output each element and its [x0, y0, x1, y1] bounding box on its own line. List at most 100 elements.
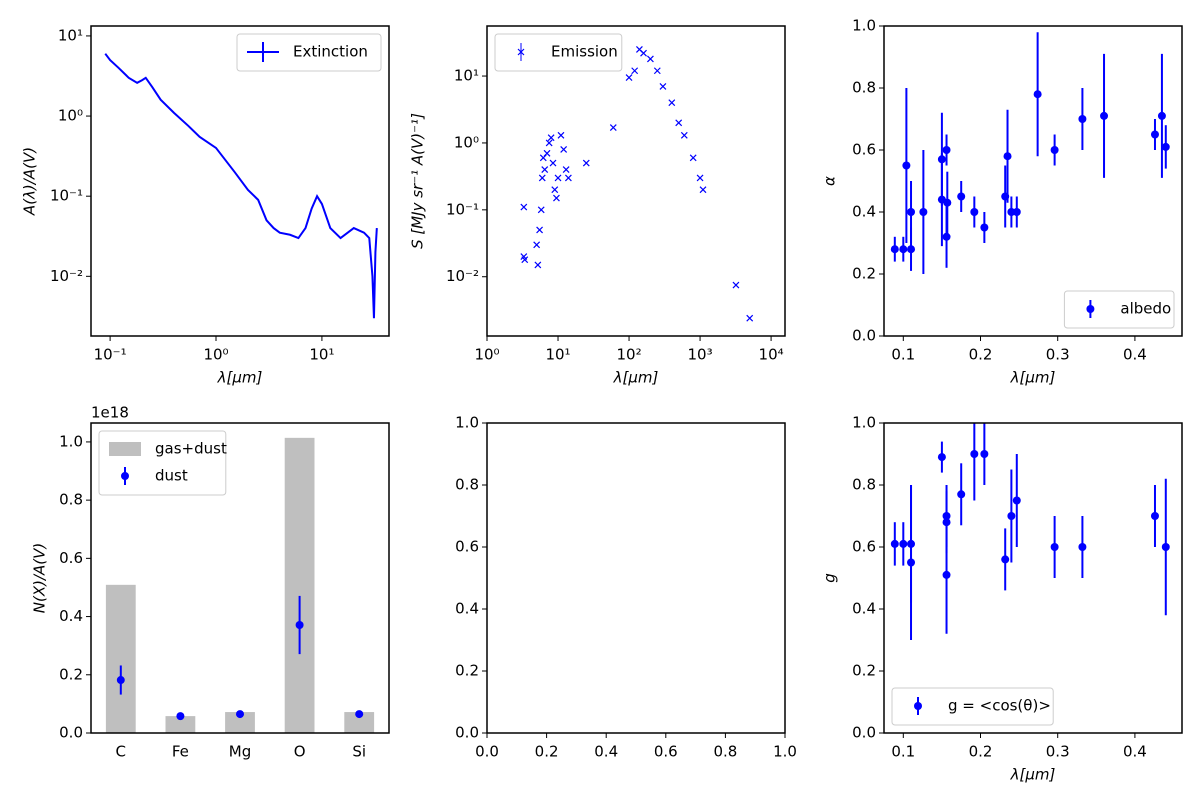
marker — [890, 245, 899, 254]
legend-label: Emission — [551, 43, 618, 61]
marker — [942, 232, 951, 241]
marker — [1161, 543, 1170, 551]
marker — [640, 49, 647, 57]
x-tick-label: 0.1 — [891, 743, 915, 761]
legend: Extinction — [236, 33, 382, 72]
marker — [942, 570, 951, 579]
x-tick-label: Fe — [172, 743, 189, 761]
marker — [1100, 111, 1109, 120]
y-tick-label: 0.6 — [852, 141, 876, 159]
y-tick-label: 0.4 — [59, 607, 83, 625]
bar — [284, 437, 315, 733]
marker — [295, 621, 304, 630]
marker — [659, 82, 667, 90]
marker — [668, 99, 676, 107]
marker — [646, 55, 654, 63]
bar — [225, 712, 255, 733]
x-tick-label: Mg — [229, 743, 251, 761]
marker — [116, 676, 125, 685]
marker — [551, 186, 559, 194]
y-tick-label: 10⁰ — [454, 133, 479, 151]
y-tick-label: 0.0 — [852, 327, 876, 345]
marker — [957, 192, 966, 201]
y-tick-label: 10¹ — [58, 26, 83, 44]
x-tick-label: 10¹ — [309, 346, 334, 364]
marker — [980, 223, 989, 232]
y-tick-label: 0.2 — [852, 662, 876, 680]
x-tick-label: C — [116, 743, 126, 761]
marker — [746, 314, 754, 322]
y-tick-label: 0.8 — [852, 476, 876, 494]
legend: Emission — [494, 33, 623, 72]
marker — [1050, 543, 1059, 551]
x-tick-label: 0.0 — [475, 743, 499, 761]
x-tick-label: 0.4 — [594, 743, 618, 761]
x-tick-label: 0.2 — [535, 743, 559, 761]
y-tick-label: 0.8 — [455, 476, 479, 494]
marker — [520, 203, 528, 211]
marker — [970, 208, 979, 216]
plot-area — [105, 437, 375, 733]
marker — [549, 159, 557, 167]
x-tick-label: 10² — [616, 346, 641, 364]
x-tick-label: 10⁰ — [474, 346, 499, 364]
line — [104, 53, 378, 319]
marker — [553, 194, 560, 202]
legend-label: albedo — [1120, 300, 1171, 318]
marker — [1007, 512, 1016, 520]
y-tick-label: 0.4 — [852, 203, 876, 221]
axes-frame — [90, 25, 390, 337]
marker — [582, 159, 590, 167]
marker — [1012, 496, 1021, 505]
x-tick-label: 10⁰ — [203, 346, 228, 364]
marker — [537, 206, 545, 214]
y-tick-label: 10⁰ — [58, 107, 83, 125]
legend-symbol — [109, 442, 141, 456]
marker — [899, 539, 908, 548]
offset-text: 1e18 — [91, 404, 129, 422]
marker — [521, 256, 529, 264]
marker — [1033, 90, 1042, 99]
marker — [1012, 208, 1021, 216]
marker — [696, 174, 704, 182]
axes-frame — [90, 422, 390, 734]
x-tick-label: 10⁴ — [759, 346, 784, 364]
x-tick-label: 0.3 — [1046, 346, 1070, 364]
marker — [609, 124, 617, 131]
marker — [970, 450, 979, 458]
marker — [1078, 543, 1087, 551]
marker — [899, 245, 908, 254]
marker — [533, 241, 541, 249]
y-tick-label: 1.0 — [852, 414, 876, 432]
legend-label: g = <cos(θ)> — [948, 697, 1051, 715]
marker — [541, 166, 549, 173]
axes-frame — [883, 25, 1183, 337]
plot-area — [890, 32, 1170, 274]
marker — [699, 186, 707, 194]
y-axis-label: g — [821, 573, 839, 583]
marker — [1150, 512, 1159, 520]
x-tick-label: Si — [352, 743, 366, 761]
marker — [355, 710, 364, 719]
legend-label: dust — [155, 467, 188, 485]
marker — [1161, 142, 1170, 151]
x-tick-label: 0.4 — [1123, 743, 1147, 761]
marker — [547, 134, 555, 142]
x-tick-label: 0.4 — [1123, 346, 1147, 364]
marker — [1003, 152, 1012, 161]
x-tick-label: 0.3 — [1046, 743, 1070, 761]
y-tick-label: 1.0 — [455, 414, 479, 432]
y-tick-label: 0.6 — [852, 538, 876, 556]
marker — [675, 119, 683, 127]
marker — [907, 245, 916, 254]
marker — [937, 453, 946, 462]
plot-area — [104, 53, 378, 319]
axes-frame — [486, 25, 786, 337]
marker — [554, 174, 562, 182]
y-axis-label: S [MJy sr⁻¹ A(V)⁻¹] — [409, 113, 427, 249]
x-tick-label: 10³ — [688, 346, 713, 364]
marker — [536, 226, 544, 234]
bar — [165, 716, 196, 733]
x-tick-label: O — [294, 743, 306, 761]
y-tick-label: 0.0 — [59, 724, 83, 742]
